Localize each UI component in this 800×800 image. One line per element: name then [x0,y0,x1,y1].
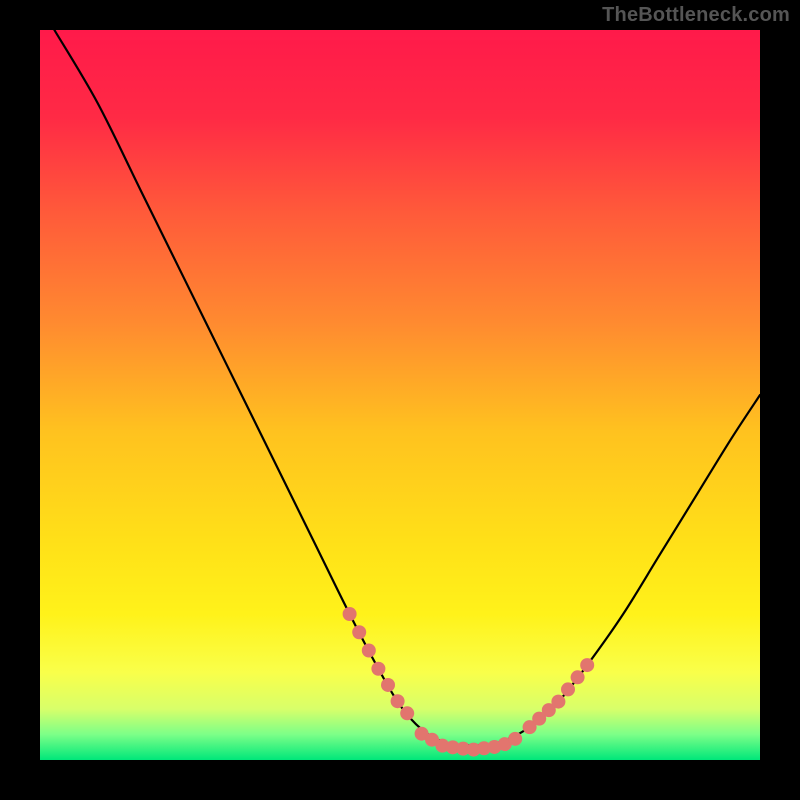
marker-dot [400,706,414,720]
marker-dot [561,682,575,696]
marker-dot [352,625,366,639]
watermark-text: TheBottleneck.com [602,4,790,27]
marker-dot [391,694,405,708]
marker-dot [343,607,357,621]
bottleneck-chart: TheBottleneck.com [0,0,800,800]
marker-dot [571,670,585,684]
plot-area [40,30,760,760]
marker-dot [551,695,565,709]
marker-dot [381,678,395,692]
marker-dot [371,662,385,676]
marker-dot [580,658,594,672]
marker-dot [508,732,522,746]
chart-canvas [0,0,800,800]
marker-dot [362,644,376,658]
